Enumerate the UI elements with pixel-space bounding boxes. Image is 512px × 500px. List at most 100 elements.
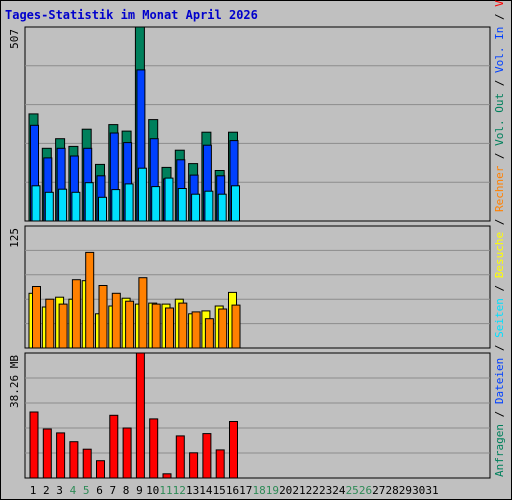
legend-entry: Besuche bbox=[493, 232, 506, 278]
legend-separator: / bbox=[493, 278, 506, 298]
volumen-bar bbox=[29, 411, 39, 479]
day-label: 8 bbox=[123, 484, 130, 497]
rechner-bar bbox=[85, 251, 95, 349]
day-axis-labels: 1 2 3 4 5 6 7 8 9 10 11 12 13 14 15 16 17 18 19 20 21 22 23 24 2… bbox=[30, 484, 439, 497]
day-label: 4 bbox=[70, 484, 77, 497]
legend-entry: Seiten bbox=[493, 298, 506, 338]
day-label: 22 bbox=[306, 484, 319, 497]
y-max-label: 38.26 MB bbox=[8, 355, 21, 408]
volumen-bar bbox=[122, 427, 132, 479]
legend-entry: Vol. Out bbox=[493, 93, 506, 146]
seiten-bar bbox=[111, 189, 121, 222]
day-label: 29 bbox=[399, 484, 412, 497]
volumen-bar bbox=[162, 473, 172, 479]
legend-separator: / bbox=[493, 7, 506, 27]
volumen-bar bbox=[96, 460, 105, 479]
legend-entry: Vol. In bbox=[493, 27, 506, 73]
day-label: 6 bbox=[96, 484, 103, 497]
day-label: 7 bbox=[109, 484, 116, 497]
legend-entry: Rechner bbox=[493, 165, 506, 212]
panel-border bbox=[24, 26, 491, 222]
seiten-bar bbox=[231, 185, 240, 222]
volumen-bar bbox=[69, 441, 79, 479]
day-label: 27 bbox=[372, 484, 385, 497]
legend-separator: / bbox=[493, 404, 506, 424]
rechner-bar bbox=[204, 318, 214, 349]
right-legend: Anfragen / Dateien / Seiten / Besuche / … bbox=[493, 0, 506, 477]
rechner-bar bbox=[98, 285, 108, 349]
rechner-bar bbox=[165, 307, 174, 349]
volumen-bar bbox=[149, 418, 159, 479]
day-label: 14 bbox=[199, 484, 213, 497]
volumen-bar bbox=[56, 432, 66, 479]
middle-chart-panel: 125 bbox=[8, 225, 491, 349]
seiten-bar bbox=[98, 196, 107, 222]
legend-text: Anfragen / Dateien / Seiten / Besuche / … bbox=[493, 0, 506, 477]
day-label: 20 bbox=[279, 484, 292, 497]
rechner-bar bbox=[58, 303, 68, 349]
legend-entry: Dateien bbox=[493, 358, 506, 404]
volumen-bar bbox=[202, 433, 212, 479]
chart-title: Tages-Statistik im Monat April 2026 bbox=[5, 8, 258, 22]
legend-entry: Anfragen bbox=[493, 424, 506, 477]
day-label: 16 bbox=[226, 484, 239, 497]
seiten-bar bbox=[164, 177, 174, 222]
rechner-bar bbox=[151, 303, 161, 349]
day-label: 19 bbox=[266, 484, 279, 497]
rechner-bar bbox=[71, 279, 81, 349]
rechner-bar bbox=[125, 300, 135, 349]
rechner-bar bbox=[218, 308, 228, 349]
day-label: 5 bbox=[83, 484, 90, 497]
day-label: 11 bbox=[159, 484, 172, 497]
day-label: 31 bbox=[425, 484, 438, 497]
rechner-bar bbox=[45, 298, 55, 349]
day-label: 1 bbox=[30, 484, 37, 497]
rechner-bar bbox=[191, 311, 201, 349]
day-label: 25 bbox=[346, 484, 359, 497]
legend-separator: / bbox=[493, 212, 506, 232]
panel-border bbox=[24, 352, 491, 479]
seiten-bar bbox=[191, 193, 201, 222]
volumen-bar bbox=[135, 352, 145, 479]
seiten-bar bbox=[71, 191, 81, 222]
volumen-bar bbox=[229, 421, 238, 479]
legend-entry: Volumen bbox=[493, 0, 506, 7]
legend-separator: / bbox=[493, 338, 506, 358]
y-max-label: 125 bbox=[8, 228, 21, 248]
rechner-bar bbox=[231, 304, 241, 349]
volumen-bar bbox=[82, 448, 92, 479]
seiten-bar bbox=[58, 188, 68, 222]
seiten-bar bbox=[217, 193, 227, 222]
seiten-bar bbox=[204, 190, 214, 222]
seiten-bar bbox=[44, 191, 54, 222]
day-label: 26 bbox=[359, 484, 372, 497]
rechner-bar bbox=[178, 302, 188, 349]
day-label: 3 bbox=[56, 484, 63, 497]
volumen-bar bbox=[215, 449, 225, 479]
day-label: 15 bbox=[213, 484, 226, 497]
day-label: 2 bbox=[43, 484, 50, 497]
top-chart-panel: 507 bbox=[8, 26, 491, 222]
panel-border bbox=[24, 225, 491, 349]
y-max-label: 507 bbox=[8, 29, 21, 49]
day-label: 21 bbox=[292, 484, 305, 497]
day-label: 10 bbox=[146, 484, 159, 497]
seiten-bar bbox=[31, 185, 41, 222]
seiten-bar bbox=[177, 188, 187, 222]
volumen-bar bbox=[109, 414, 119, 479]
day-label: 12 bbox=[173, 484, 186, 497]
seiten-bar bbox=[124, 183, 134, 222]
rechner-bar bbox=[111, 292, 121, 349]
day-label: 18 bbox=[252, 484, 265, 497]
seiten-bar bbox=[84, 182, 94, 222]
day-label: 24 bbox=[332, 484, 346, 497]
day-label: 9 bbox=[136, 484, 143, 497]
volumen-bar bbox=[42, 428, 52, 479]
day-label: 13 bbox=[186, 484, 199, 497]
volumen-bar bbox=[175, 435, 185, 479]
legend-separator: / bbox=[493, 73, 506, 93]
day-label: 17 bbox=[239, 484, 252, 497]
seiten-bar bbox=[151, 186, 161, 222]
rechner-bar bbox=[32, 286, 41, 349]
